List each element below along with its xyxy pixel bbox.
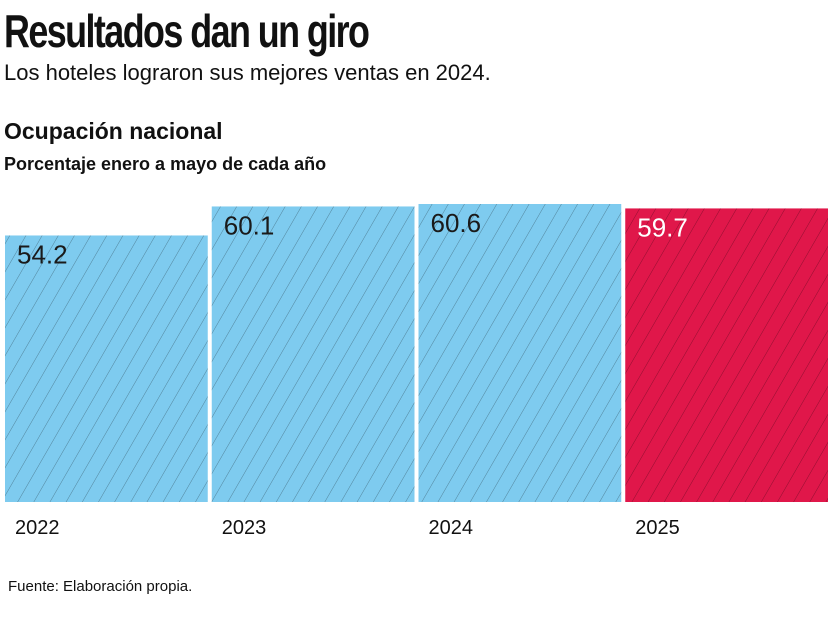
chart-title: Ocupación nacional — [4, 118, 223, 144]
value-label: 60.6 — [431, 208, 482, 238]
x-tick-label: 2024 — [429, 517, 474, 539]
x-tick-label: 2022 — [15, 517, 60, 539]
chart-subtitle: Porcentaje enero a mayo de cada año — [4, 154, 327, 174]
title: Resultados dan un giro — [4, 5, 370, 57]
bar-hatch — [5, 235, 208, 502]
x-tick-label: 2023 — [222, 517, 267, 539]
value-label: 54.2 — [17, 239, 68, 269]
bar-hatch — [211, 206, 415, 502]
value-label: 59.7 — [637, 212, 688, 242]
value-label: 60.1 — [224, 210, 275, 240]
source: Fuente: Elaboración propia. — [8, 578, 193, 595]
bar-hatch — [625, 208, 828, 503]
subtitle: Los hoteles lograron sus mejores ventas … — [4, 60, 491, 85]
bar-hatch — [418, 204, 622, 502]
chart: 54.2 2022 60.1 2023 60.6 2024 59.7 2025 — [5, 204, 828, 539]
x-tick-label: 2025 — [635, 517, 680, 539]
